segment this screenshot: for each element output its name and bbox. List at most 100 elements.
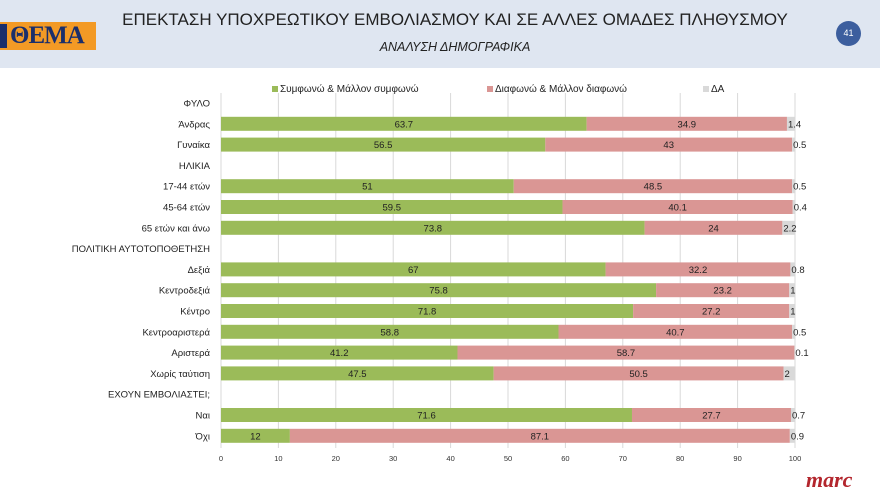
data-label: 58.7 bbox=[617, 348, 636, 359]
category-label: Δεξιά bbox=[188, 265, 211, 276]
bar-segment bbox=[513, 179, 793, 194]
legend-label: Διαφωνώ & Μάλλον διαφωνώ bbox=[495, 83, 627, 95]
bar-segment bbox=[221, 262, 606, 277]
data-label: 73.8 bbox=[424, 223, 443, 234]
x-tick-label: 90 bbox=[733, 454, 741, 463]
data-label: 75.8 bbox=[429, 286, 448, 297]
x-tick-label: 30 bbox=[389, 454, 397, 463]
bar-segment bbox=[221, 137, 546, 152]
category-label: Κέντρο bbox=[180, 307, 210, 318]
data-label: 71.8 bbox=[418, 307, 437, 318]
bar-segment bbox=[792, 200, 795, 214]
category-label: ΕΧΟΥΝ ΕΜΒΟΛΙΑΣΤΕΙ; bbox=[108, 390, 210, 401]
data-label: 58.8 bbox=[381, 327, 400, 338]
category-label: Άνδρας bbox=[178, 119, 210, 130]
bar-segment bbox=[221, 179, 514, 194]
bar-segment bbox=[586, 116, 787, 131]
x-tick-label: 0 bbox=[219, 454, 223, 463]
data-label: 0.9 bbox=[791, 431, 804, 442]
category-label: ΠΟΛΙΤΙΚΗ ΑΥΤΟΤΟΠΟΘΕΤΗΣΗ bbox=[72, 244, 210, 255]
bar-segment bbox=[783, 366, 795, 381]
legend-label: ΔΑ bbox=[711, 84, 725, 95]
bar-segment bbox=[457, 345, 795, 360]
category-label: Κεντροδεξιά bbox=[159, 286, 211, 297]
bar-segment bbox=[644, 220, 783, 235]
bar-segment bbox=[221, 116, 587, 131]
x-tick-label: 50 bbox=[504, 454, 512, 463]
category-label: Κεντροαριστερά bbox=[142, 327, 210, 338]
x-tick-label: 80 bbox=[676, 454, 684, 463]
data-label: 0.4 bbox=[794, 203, 807, 214]
data-label: 2.2 bbox=[783, 223, 796, 234]
bar-segment bbox=[221, 428, 290, 443]
category-label: ΦΥΛΟ bbox=[184, 99, 210, 110]
data-label: 0.5 bbox=[793, 140, 806, 151]
category-label: Όχι bbox=[195, 431, 210, 442]
bar-segment bbox=[789, 304, 795, 318]
marc-logo: marc bbox=[806, 467, 853, 492]
x-tick-label: 100 bbox=[789, 454, 802, 463]
x-tick-label: 60 bbox=[561, 454, 569, 463]
data-label: 34.9 bbox=[678, 119, 697, 130]
data-label: 51 bbox=[362, 182, 373, 193]
data-label: 23.2 bbox=[713, 286, 732, 297]
page-number: 41 bbox=[836, 21, 861, 46]
data-label: 1 bbox=[790, 307, 795, 318]
bar-segment bbox=[790, 408, 795, 422]
bar-segment bbox=[289, 428, 790, 443]
bar-segment bbox=[790, 262, 795, 277]
bar-segment bbox=[562, 200, 793, 214]
data-label: 2 bbox=[785, 369, 790, 380]
bar-segment bbox=[493, 366, 784, 381]
data-label: 0.7 bbox=[792, 411, 805, 422]
logo-text: ΘΕΜΑ bbox=[10, 22, 85, 49]
legend-label: Συμφωνώ & Μάλλον συμφωνώ bbox=[280, 83, 419, 95]
category-label: 65 ετών και άνω bbox=[142, 223, 211, 234]
data-label: 40.7 bbox=[666, 327, 685, 338]
bar-segment bbox=[631, 408, 791, 422]
bar-segment bbox=[545, 137, 793, 152]
data-label: 24 bbox=[708, 223, 719, 234]
bar-segment bbox=[221, 408, 632, 422]
bar-segment bbox=[792, 137, 795, 152]
x-tick-label: 40 bbox=[446, 454, 454, 463]
data-label: 0.5 bbox=[793, 327, 806, 338]
bar-segment bbox=[558, 324, 793, 339]
bar-segment bbox=[221, 283, 657, 298]
category-label: ΗΛΙΚΙΑ bbox=[179, 161, 211, 172]
data-label: 87.1 bbox=[531, 431, 550, 442]
bar-segment bbox=[794, 345, 795, 360]
data-label: 27.2 bbox=[702, 307, 721, 318]
bar-segment bbox=[221, 324, 559, 339]
page-subtitle: ΑΝΑΛΥΣΗ ΔΗΜΟΓΡΑΦΙΚΑ bbox=[379, 40, 531, 54]
legend-swatch bbox=[703, 86, 709, 92]
data-label: 32.2 bbox=[689, 265, 708, 276]
data-label: 1 bbox=[790, 286, 795, 297]
data-label: 0.5 bbox=[793, 182, 806, 193]
data-label: 48.5 bbox=[644, 182, 663, 193]
bar-segment bbox=[633, 304, 790, 318]
bar-segment bbox=[792, 324, 795, 339]
category-label: Αριστερά bbox=[171, 348, 210, 359]
data-label: 63.7 bbox=[395, 119, 414, 130]
data-label: 47.5 bbox=[348, 369, 367, 380]
category-label: Χωρίς ταύτιση bbox=[150, 369, 210, 380]
data-label: 1.4 bbox=[788, 119, 801, 130]
category-label: 17-44 ετών bbox=[163, 182, 210, 193]
category-label: Ναι bbox=[196, 411, 210, 422]
data-label: 12 bbox=[250, 431, 261, 442]
data-label: 0.8 bbox=[791, 265, 804, 276]
bar-segment bbox=[792, 179, 795, 194]
header: ΘΕΜΑ ΕΠΕΚΤΑΣΗ ΥΠΟΧΡΕΩΤΙΚΟΥ ΕΜΒΟΛΙΑΣΜΟΥ Κ… bbox=[0, 0, 880, 68]
bar-segment bbox=[782, 220, 795, 235]
bar-segment bbox=[221, 220, 645, 235]
category-label: Γυναίκα bbox=[177, 140, 210, 151]
data-label: 0.1 bbox=[795, 348, 808, 359]
page-title: ΕΠΕΚΤΑΣΗ ΥΠΟΧΡΕΩΤΙΚΟΥ ΕΜΒΟΛΙΑΣΜΟΥ ΚΑΙ ΣΕ… bbox=[122, 10, 788, 29]
bar-segment bbox=[789, 283, 795, 298]
legend-swatch bbox=[272, 86, 278, 92]
x-tick-label: 20 bbox=[332, 454, 340, 463]
bar-segment bbox=[221, 200, 563, 214]
data-label: 41.2 bbox=[330, 348, 349, 359]
data-label: 71.6 bbox=[417, 411, 436, 422]
